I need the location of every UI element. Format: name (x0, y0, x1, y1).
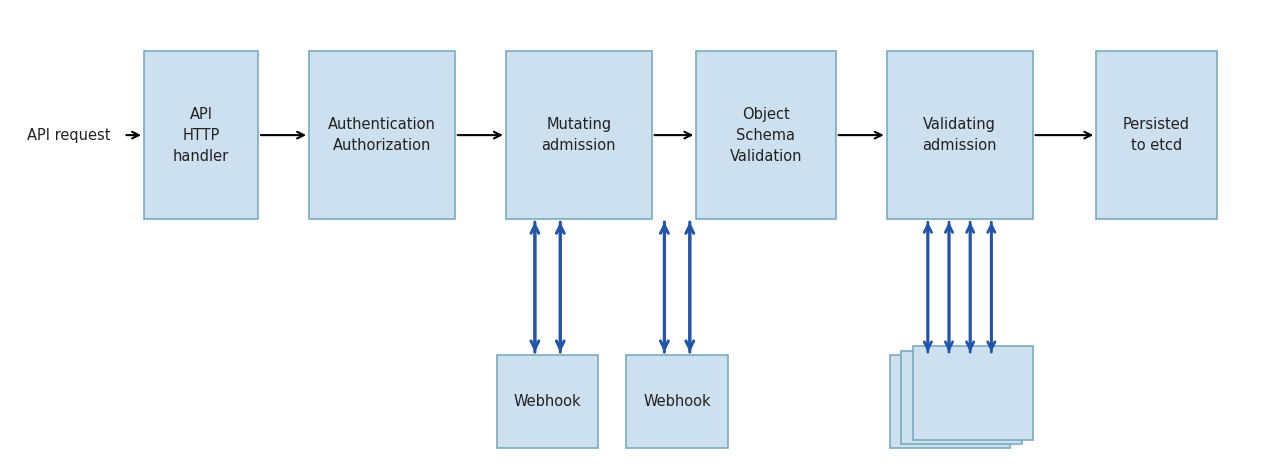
Text: Authentication
Authorization: Authentication Authorization (328, 117, 436, 153)
Text: Webhook: Webhook (514, 394, 581, 409)
Text: Validating
admission: Validating admission (923, 117, 997, 153)
FancyBboxPatch shape (889, 355, 1011, 448)
Text: API
HTTP
handler: API HTTP handler (173, 107, 229, 164)
FancyBboxPatch shape (626, 355, 728, 448)
FancyBboxPatch shape (144, 51, 258, 219)
Text: Webhook: Webhook (916, 394, 984, 409)
FancyBboxPatch shape (887, 51, 1033, 219)
Text: Persisted
to etcd: Persisted to etcd (1123, 117, 1190, 153)
Text: Object
Schema
Validation: Object Schema Validation (730, 107, 803, 164)
FancyBboxPatch shape (901, 351, 1022, 444)
FancyBboxPatch shape (912, 347, 1033, 440)
FancyBboxPatch shape (697, 51, 836, 219)
FancyBboxPatch shape (309, 51, 455, 219)
FancyBboxPatch shape (506, 51, 652, 219)
FancyBboxPatch shape (1097, 51, 1217, 219)
FancyBboxPatch shape (497, 355, 598, 448)
Text: API request: API request (27, 128, 110, 143)
Text: Mutating
admission: Mutating admission (542, 117, 616, 153)
Text: Webhook: Webhook (643, 394, 711, 409)
